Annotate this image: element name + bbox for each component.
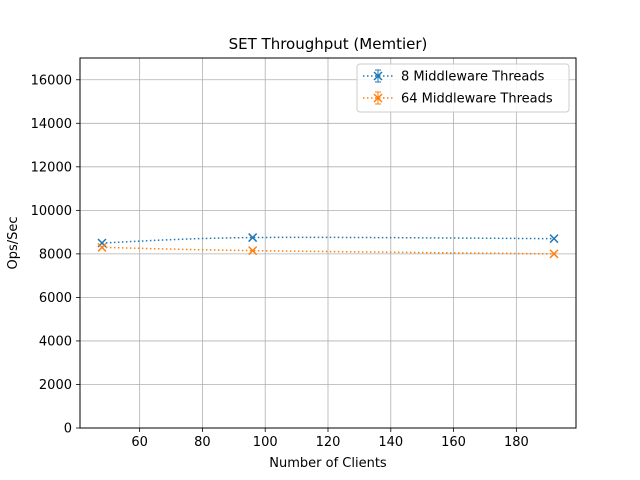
legend-marker <box>373 71 383 81</box>
legend-marker <box>373 93 383 103</box>
legend: 8 Middleware Threads 64 Middleware Thread… <box>356 63 570 113</box>
grid <box>80 58 576 429</box>
data-point <box>248 246 258 256</box>
y-tick-label: 14000 <box>31 117 72 132</box>
legend-item: 8 Middleware Threads <box>363 69 545 85</box>
legend-box <box>356 63 570 113</box>
marker-stroke <box>97 242 107 252</box>
x-tick-label: 180 <box>504 435 529 450</box>
marker-stroke <box>248 246 258 256</box>
y-tick-label: 10000 <box>31 204 72 219</box>
marker-stroke <box>373 93 383 103</box>
x-axis-label: Number of Clients <box>269 456 387 471</box>
data-point <box>97 238 107 248</box>
legend-label: 64 Middleware Threads <box>401 92 553 107</box>
series-line <box>101 236 555 244</box>
marker-stroke <box>373 71 383 81</box>
x-tick-label: 160 <box>441 435 466 450</box>
data-point <box>549 234 559 244</box>
series-layer <box>97 233 559 259</box>
x-tick-label: 140 <box>378 435 403 450</box>
data-point <box>549 249 559 259</box>
series-line <box>101 246 555 255</box>
legend-label: 8 Middleware Threads <box>401 70 545 85</box>
marker-stroke <box>549 249 559 259</box>
y-tick-label: 8000 <box>39 247 72 262</box>
series-2 <box>97 242 559 259</box>
x-tick-label: 60 <box>131 435 148 450</box>
marker-stroke <box>248 233 258 243</box>
y-axis-label: Ops/Sec <box>6 216 21 269</box>
x-tick-label: 80 <box>194 435 211 450</box>
y-tick-label: 4000 <box>39 334 72 349</box>
axis-ticks: 60 80 100 120 140 160 180 0 2000 4000 6000 8000 1000… <box>31 73 529 450</box>
y-tick-label: 12000 <box>31 160 72 175</box>
x-tick-label: 100 <box>253 435 278 450</box>
y-tick-label: 16000 <box>31 73 72 88</box>
chart-title: SET Throughput (Memtier) <box>229 35 428 53</box>
data-point <box>97 242 107 252</box>
x-tick-label: 120 <box>316 435 341 450</box>
marker-stroke <box>549 234 559 244</box>
data-point <box>248 233 258 243</box>
y-tick-label: 0 <box>64 422 72 437</box>
y-tick-label: 2000 <box>39 378 72 393</box>
legend-item: 64 Middleware Threads <box>363 91 553 107</box>
y-tick-label: 6000 <box>39 291 72 306</box>
